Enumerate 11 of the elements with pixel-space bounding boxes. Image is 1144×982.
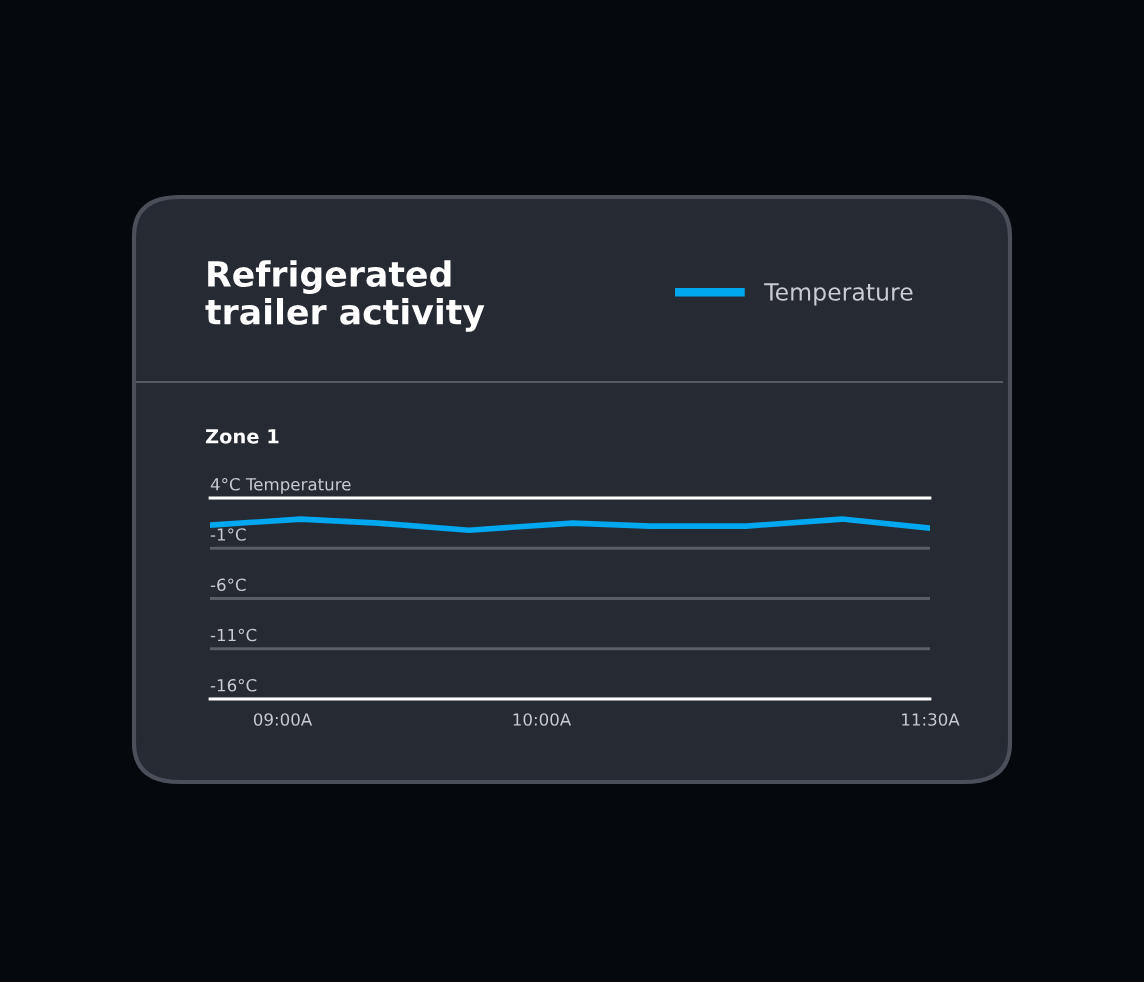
chart-title: Refrigerated trailer activity bbox=[205, 260, 485, 332]
y-tick-label: 4°C Temperature bbox=[210, 478, 351, 494]
y-tick-label: -11°C bbox=[210, 628, 257, 642]
x-tick-label: 10:00A bbox=[513, 713, 572, 726]
x-tick-label: 11:30A bbox=[902, 713, 960, 726]
x-tick-label: 09:00A bbox=[253, 713, 313, 726]
y-tick-label: -16°C bbox=[210, 679, 257, 692]
chart-subtitle: Zone 1 bbox=[205, 429, 279, 444]
y-tick-label: -6°C bbox=[210, 578, 246, 592]
y-tick-label: -1°C bbox=[210, 528, 246, 541]
legend-label: Temperature bbox=[764, 283, 913, 306]
